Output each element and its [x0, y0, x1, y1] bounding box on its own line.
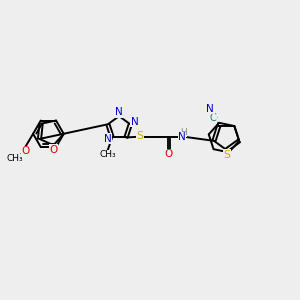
Text: N: N: [115, 107, 123, 117]
Text: S: S: [136, 131, 144, 141]
Text: H: H: [180, 128, 187, 137]
Text: O: O: [22, 146, 30, 157]
Text: CH₃: CH₃: [99, 150, 116, 159]
Text: N: N: [178, 132, 186, 142]
Text: N: N: [104, 134, 112, 144]
Text: S: S: [224, 150, 231, 160]
Text: N: N: [206, 104, 214, 114]
Text: O: O: [50, 145, 58, 155]
Text: N: N: [130, 117, 138, 127]
Text: C: C: [210, 113, 217, 123]
Text: O: O: [165, 149, 173, 159]
Text: CH₃: CH₃: [6, 154, 23, 163]
